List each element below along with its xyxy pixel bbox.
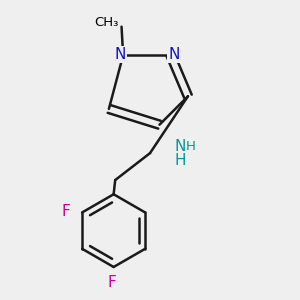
Text: N: N: [168, 47, 179, 62]
Text: H: H: [186, 140, 196, 153]
Text: N: N: [114, 47, 126, 62]
Text: H: H: [174, 153, 186, 168]
Text: F: F: [61, 204, 70, 219]
Text: CH₃: CH₃: [94, 16, 118, 29]
Text: N: N: [174, 139, 186, 154]
Text: F: F: [108, 275, 116, 290]
